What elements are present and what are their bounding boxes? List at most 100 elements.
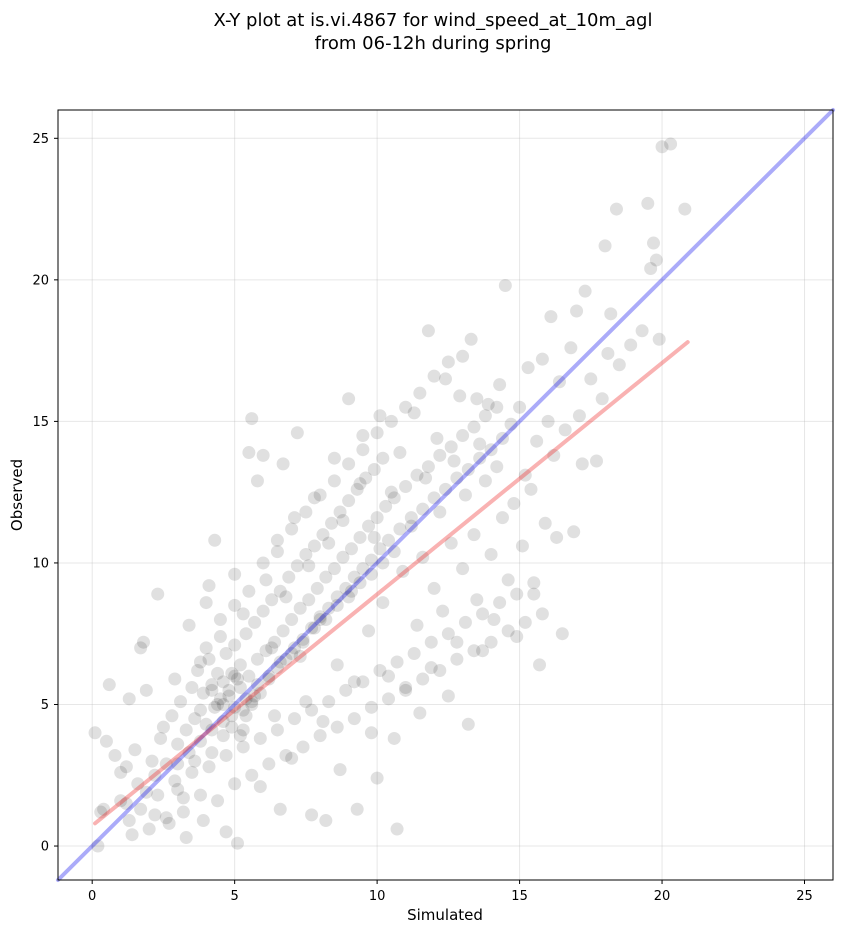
data-point [148,808,162,822]
data-point [193,788,207,802]
data-point [136,635,150,649]
data-point [322,695,336,709]
data-point [305,808,319,822]
data-point [285,522,299,536]
data-point [552,375,566,389]
data-point [236,723,250,737]
data-point [151,788,165,802]
data-point [174,695,188,709]
data-point [151,587,165,601]
data-point [461,717,475,731]
data-point [191,664,205,678]
data-point [250,678,264,692]
data-point [336,513,350,527]
data-point [134,802,148,816]
data-point [413,386,427,400]
data-point [282,570,296,584]
data-point [410,468,424,482]
data-point [555,627,569,641]
y-tick-label: 5 [41,698,49,713]
data-point [225,666,239,680]
data-point [171,782,185,796]
data-point [524,482,538,496]
data-point [299,505,313,519]
data-point [211,697,225,711]
data-point [527,576,541,590]
data-point [564,341,578,355]
data-point [222,689,236,703]
data-point [307,621,321,635]
data-point [507,496,521,510]
data-point [646,236,660,250]
data-point [424,635,438,649]
data-point [458,488,472,502]
data-point [268,635,282,649]
data-point [94,805,108,819]
data-point [399,681,413,694]
data-point [427,369,441,383]
data-point [171,737,185,751]
data-point [473,451,487,465]
data-point [262,672,276,686]
y-tick-label: 25 [32,132,49,147]
data-point [307,491,321,505]
data-point [276,457,290,471]
data-point [441,355,455,369]
data-point [487,613,501,627]
data-point [248,689,262,703]
data-point [572,409,586,423]
fit-line [93,340,690,826]
data-point [182,746,196,760]
data-point [427,581,441,595]
data-point [510,630,524,644]
data-point [436,604,450,618]
data-point [239,709,253,723]
data-point [296,632,310,646]
data-point [268,709,282,723]
data-point [453,389,467,403]
data-point [450,652,464,666]
data-point [635,324,649,338]
data-point [641,196,655,210]
data-point [185,681,199,694]
data-point [387,731,401,745]
y-tick-label: 10 [32,556,49,571]
data-point [382,692,396,706]
data-point [239,627,253,641]
data-point [584,372,598,386]
x-tick-label: 15 [511,889,528,904]
data-point [470,593,484,607]
data-point [464,332,478,346]
data-point [313,610,327,624]
data-point [176,791,190,805]
data-point [370,511,384,525]
data-point [148,768,162,782]
data-point [253,686,267,700]
data-point [236,607,250,621]
data-point [342,494,356,508]
data-point [131,777,145,791]
data-point [550,530,564,544]
data-point [99,734,113,748]
data-point [242,669,256,683]
data-point [208,533,222,547]
data-point [139,683,153,697]
data-point [145,754,159,768]
chart-title-line1: X-Y plot at is.vi.4867 for wind_speed_at… [214,10,653,31]
data-point [467,528,481,542]
data-point [367,530,381,544]
data-point [154,731,168,745]
data-point [313,488,327,502]
data-point [655,140,669,154]
data-point [595,392,609,406]
data-point [134,641,148,655]
data-point [447,454,461,468]
data-point [222,683,236,697]
data-point [313,613,327,627]
data-point [441,627,455,641]
data-point [325,516,339,530]
x-tick-label: 25 [796,889,813,904]
data-point [233,658,247,672]
data-point [165,709,179,723]
data-point [476,644,490,658]
